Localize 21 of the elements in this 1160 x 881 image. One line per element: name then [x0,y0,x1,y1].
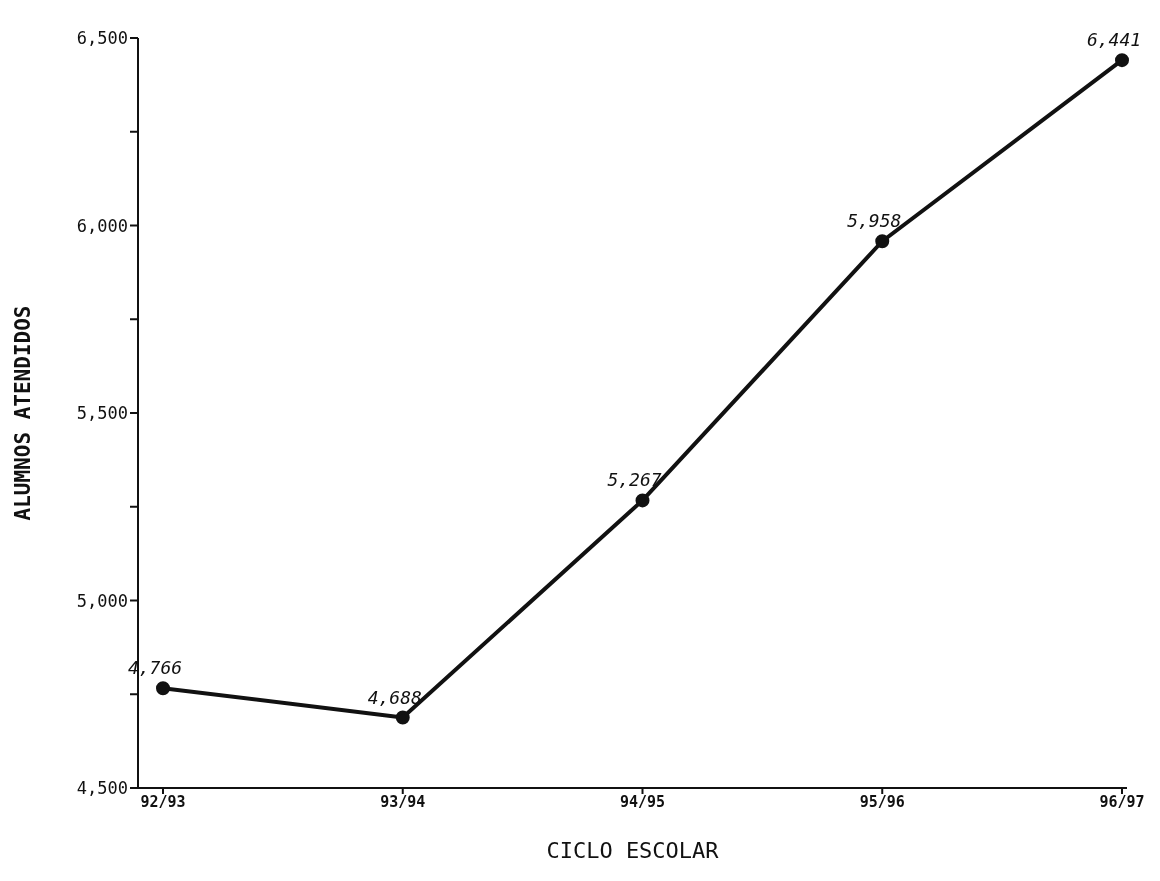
y-tick-label: 6,000 [76,215,128,236]
y-tick-label: 6,500 [76,28,128,49]
point [1115,53,1129,68]
point [395,710,410,725]
y-axis-title: ALUMNOS ATENDIDOS [11,305,36,521]
point [635,493,650,508]
data-label: 5,958 [847,210,902,232]
data-label: 6,441 [1086,29,1142,51]
x-tick-label: 94/95 [619,792,666,811]
data-label: 5,267 [607,469,662,491]
x-tick-label: 95/96 [859,792,905,811]
y-tick-label: 4,500 [76,778,128,799]
data-label: 4,688 [367,686,422,708]
x-tick-label: 96/97 [1099,792,1145,811]
point [156,681,170,696]
x-axis-title: CICLO ESCOLAR [546,838,720,863]
y-tick-label: 5,500 [76,403,128,424]
y-tick-label: 5,000 [76,590,128,611]
point [875,234,890,249]
x-tick-label: 93/94 [380,792,426,811]
x-tick-label: 92/93 [140,792,186,811]
